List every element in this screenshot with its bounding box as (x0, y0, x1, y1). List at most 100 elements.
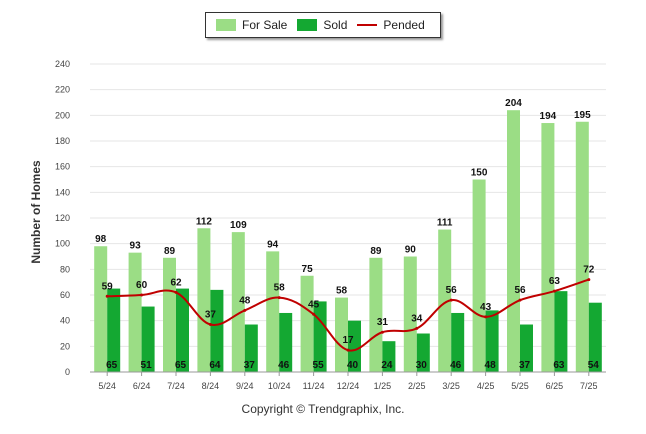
x-tick-label: 2/25 (408, 381, 426, 391)
x-tick-label: 11/24 (303, 381, 325, 391)
data-label-for-sale: 194 (540, 111, 557, 122)
pended-point (346, 348, 350, 352)
bar-for-sale (507, 110, 520, 372)
data-label-pended: 37 (205, 310, 217, 321)
x-tick-label: 5/25 (511, 381, 529, 391)
data-label-for-sale: 89 (164, 246, 176, 257)
pended-point (174, 290, 178, 294)
data-label-for-sale: 90 (405, 245, 417, 256)
x-tick-label: 7/25 (580, 381, 598, 391)
pended-point (415, 326, 419, 330)
bar-sold (451, 312, 465, 372)
bar-for-sale (335, 297, 348, 372)
y-tick-label: 240 (55, 59, 70, 69)
pended-point (484, 315, 488, 319)
bar-sold (416, 333, 430, 372)
data-label-sold: 54 (588, 360, 600, 371)
legend-swatch-for-sale (216, 19, 236, 31)
pended-point (518, 298, 522, 302)
bar-sold (244, 324, 258, 372)
data-label-sold: 48 (485, 360, 497, 371)
data-label-pended: 45 (308, 299, 320, 310)
data-label-sold: 55 (313, 360, 325, 371)
data-label-sold: 65 (175, 360, 187, 371)
x-tick-label: 12/24 (337, 381, 360, 391)
data-label-pended: 56 (514, 285, 526, 296)
data-label-for-sale: 111 (437, 218, 453, 229)
pended-line-group (105, 278, 591, 352)
x-axis: 5/24 6/24 7/24 8/24 9/24 10/24 11/24 12/24 1/25 2… (90, 371, 606, 391)
data-label-for-sale: 195 (574, 110, 591, 121)
x-tick-label: 4/25 (477, 381, 495, 391)
data-label-pended: 31 (377, 317, 389, 328)
data-labels: 98 65 93 51 89 65 112 64 109 37 94 46 75 55 58 40 89 24 90… (95, 98, 599, 371)
y-tick-label: 60 (60, 290, 70, 300)
x-tick-label: 6/25 (546, 381, 564, 391)
data-label-pended: 60 (136, 280, 148, 291)
y-tick-label: 200 (55, 110, 70, 120)
bar-for-sale (231, 232, 245, 372)
legend-swatch-pended (357, 24, 378, 26)
bar-sold (520, 324, 533, 372)
bar-for-sale (472, 179, 486, 372)
legend-label-pended: Pended (383, 18, 425, 32)
y-axis: 0 20 40 60 80 100 120 140 160 180 200 220 240 (55, 59, 70, 377)
legend: For Sale Sold Pended (205, 12, 441, 38)
data-label-sold: 37 (244, 360, 256, 371)
y-tick-label: 100 (55, 239, 70, 249)
legend-item-for-sale[interactable]: For Sale (216, 18, 287, 32)
legend-swatch-sold (297, 19, 318, 31)
data-label-pended: 72 (583, 265, 595, 276)
data-label-for-sale: 109 (230, 220, 247, 231)
pended-point (312, 312, 316, 316)
data-label-sold: 51 (141, 360, 153, 371)
bar-for-sale (369, 257, 383, 372)
bar-sold (382, 341, 396, 372)
bar-for-sale (541, 123, 555, 373)
data-label-sold: 30 (416, 360, 428, 371)
bar-for-sale (197, 228, 211, 372)
data-label-for-sale: 204 (505, 98, 522, 109)
pended-point (380, 330, 384, 334)
y-tick-label: 180 (55, 136, 70, 146)
bar-sold (313, 301, 327, 372)
bar-sold (588, 302, 602, 372)
bar-sold (141, 306, 155, 372)
bar-sold (210, 289, 224, 372)
y-tick-label: 220 (55, 85, 70, 95)
data-label-pended: 63 (549, 276, 561, 287)
x-tick-label: 8/24 (202, 381, 220, 391)
bar-for-sale (94, 246, 108, 372)
data-label-pended: 17 (342, 335, 354, 346)
y-tick-label: 80 (60, 264, 70, 274)
data-label-for-sale: 98 (95, 234, 107, 245)
x-tick-label: 7/24 (167, 381, 185, 391)
x-tick-label: 3/25 (442, 381, 460, 391)
pended-point (449, 298, 453, 302)
data-label-for-sale: 112 (196, 216, 213, 227)
legend-item-sold[interactable]: Sold (297, 18, 347, 32)
y-tick-label: 120 (55, 213, 70, 223)
legend-item-pended[interactable]: Pended (357, 18, 425, 32)
bar-for-sale (128, 252, 142, 372)
data-label-pended: 58 (274, 283, 286, 294)
data-label-for-sale: 150 (471, 168, 488, 179)
data-label-pended: 62 (170, 277, 182, 288)
data-label-pended: 43 (480, 302, 492, 313)
data-label-for-sale: 89 (370, 246, 382, 257)
y-tick-label: 40 (60, 316, 70, 326)
pended-point (208, 323, 212, 327)
pended-point (552, 289, 556, 293)
pended-point (140, 293, 144, 297)
bar-sold (107, 288, 121, 372)
bar-sold (176, 288, 189, 372)
y-tick-label: 160 (55, 162, 70, 172)
data-label-for-sale: 58 (336, 286, 348, 297)
bar-sold (279, 312, 293, 372)
data-label-sold: 37 (519, 360, 531, 371)
y-axis-label: Number of Homes (29, 160, 43, 264)
data-label-pended: 56 (446, 285, 458, 296)
x-tick-label: 9/24 (236, 381, 254, 391)
data-label-sold: 40 (347, 360, 359, 371)
